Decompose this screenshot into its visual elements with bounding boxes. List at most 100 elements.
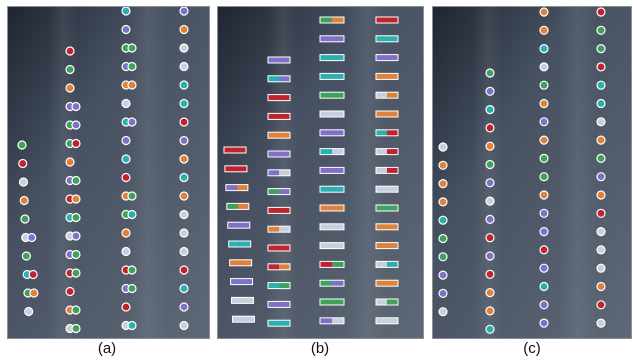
glyph-bar xyxy=(267,94,291,102)
glyph-circle xyxy=(438,179,448,189)
glyph-circle xyxy=(179,80,189,90)
glyph-circle xyxy=(65,286,75,297)
glyph-circle xyxy=(485,306,495,316)
glyph-circle xyxy=(121,246,131,257)
glyph-circle xyxy=(485,178,495,188)
glyph-circle xyxy=(19,195,29,206)
glyph-circle xyxy=(539,7,549,17)
glyph-circle xyxy=(121,302,131,312)
glyph-circle xyxy=(485,251,495,261)
glyph-circle xyxy=(127,61,137,72)
glyph-circle xyxy=(596,318,606,328)
glyph-circle xyxy=(596,25,606,35)
glyph-bar xyxy=(375,298,399,306)
glyph-bar xyxy=(230,278,254,286)
glyph-circle xyxy=(179,117,189,127)
glyph-circle xyxy=(438,233,448,244)
glyph-bar xyxy=(229,259,253,267)
glyph-bar xyxy=(375,260,399,268)
glyph-bar xyxy=(267,131,291,139)
glyph-circle xyxy=(179,302,189,312)
glyph-bar xyxy=(319,148,345,156)
glyph-circle xyxy=(539,62,549,72)
glyph-circle xyxy=(539,98,549,109)
glyph-circle xyxy=(438,252,448,262)
glyph-bar xyxy=(319,223,345,231)
glyph-circle xyxy=(179,154,189,164)
glyph-bar xyxy=(267,225,291,233)
glyph-circle xyxy=(179,98,189,109)
glyph-circle xyxy=(179,7,189,16)
panel-c-visualization xyxy=(433,7,631,338)
glyph-bar xyxy=(375,110,399,118)
glyph-circle xyxy=(539,281,549,292)
glyph-circle xyxy=(179,228,189,238)
glyph-circle xyxy=(539,318,549,328)
glyph-bar xyxy=(319,242,345,250)
glyph-circle xyxy=(65,64,75,75)
glyph-bar xyxy=(375,166,399,174)
glyph-circle xyxy=(438,160,448,170)
glyph-circle xyxy=(18,177,29,187)
glyph-bar xyxy=(231,315,255,323)
glyph-circle xyxy=(485,104,495,115)
glyph-bar xyxy=(227,221,251,229)
glyph-bar xyxy=(267,282,291,290)
glyph-circle xyxy=(127,320,137,331)
glyph-bar xyxy=(267,169,291,177)
glyph-circle xyxy=(18,158,28,169)
glyph-circle xyxy=(596,300,606,310)
glyph-circle xyxy=(539,80,549,90)
glyph-circle xyxy=(539,245,549,255)
glyph-circle xyxy=(485,196,495,206)
glyph-bar xyxy=(319,317,345,325)
glyph-circle xyxy=(485,269,495,279)
glyph-circle xyxy=(539,208,549,218)
glyph-circle xyxy=(485,288,495,298)
glyph-circle xyxy=(179,172,189,183)
glyph-bar xyxy=(375,242,399,250)
glyph-circle xyxy=(179,24,189,35)
glyph-bar xyxy=(319,279,345,287)
glyph-circle xyxy=(596,135,606,145)
panel-a-visualization xyxy=(8,7,209,338)
glyph-bar xyxy=(319,260,345,268)
glyph-circle xyxy=(71,305,81,315)
glyph-bar xyxy=(223,146,247,154)
glyph-bar xyxy=(375,91,399,99)
glyph-bar xyxy=(319,129,345,137)
glyph-circle xyxy=(539,117,549,127)
glyph-bar xyxy=(228,240,252,248)
glyph-circle xyxy=(179,61,189,72)
glyph-bar xyxy=(375,279,399,287)
glyph-bar xyxy=(225,184,249,192)
glyph-circle xyxy=(71,323,81,334)
glyph-circle xyxy=(596,117,606,127)
glyph-circle xyxy=(596,80,606,90)
glyph-circle xyxy=(127,265,137,275)
glyph-circle xyxy=(596,7,606,17)
glyph-circle xyxy=(21,251,32,261)
glyph-circle xyxy=(539,263,549,273)
glyph-circle xyxy=(24,306,34,317)
glyph-bar xyxy=(267,150,291,158)
glyph-circle xyxy=(71,231,81,241)
panel-a xyxy=(7,6,210,339)
glyph-circle xyxy=(121,135,131,146)
glyph-circle xyxy=(71,249,81,260)
glyph-circle xyxy=(127,43,137,53)
panel-c xyxy=(432,6,632,339)
glyph-bar xyxy=(267,75,291,83)
glyph-bar xyxy=(267,300,291,308)
panel-b xyxy=(217,6,424,339)
glyph-circle xyxy=(71,175,81,186)
glyph-circle xyxy=(27,232,37,243)
glyph-circle xyxy=(438,142,448,152)
glyph-circle xyxy=(485,159,495,170)
glyph-bar xyxy=(375,185,399,193)
caption-a: (a) xyxy=(97,340,117,357)
glyph-bar xyxy=(319,72,345,80)
glyph-bar xyxy=(224,165,248,173)
glyph-circle xyxy=(127,191,137,201)
glyph-circle xyxy=(539,190,549,200)
